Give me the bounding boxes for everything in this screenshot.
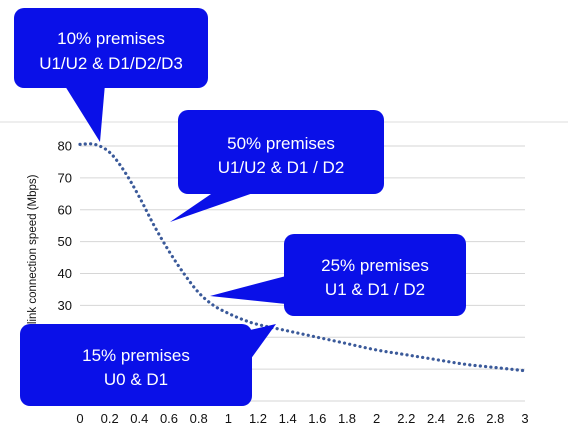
x-tick-label: 1.2 — [249, 411, 267, 426]
callout-pointer — [250, 324, 276, 360]
x-tick-label: 1.8 — [338, 411, 356, 426]
x-tick-label: 0.2 — [101, 411, 119, 426]
y-tick-label: 60 — [58, 202, 72, 217]
callout-background — [20, 324, 252, 406]
series-line — [78, 142, 527, 373]
callout-text: 50% premises — [227, 134, 335, 153]
callout-box: 50% premises U1/U2 & D1 / D2 — [170, 110, 384, 222]
callout-text: U0 & D1 — [104, 370, 168, 389]
y-axis-label: Downlink connection speed (Mbps) — [27, 174, 39, 353]
y-tick-label: 30 — [58, 298, 72, 313]
callout-text: 15% premises — [82, 346, 190, 365]
callouts: 10% premises U1/U2 & D1/D2/D3 50% premises… — [14, 8, 466, 406]
x-tick-label: 2.8 — [486, 411, 504, 426]
x-tick-label: 1.6 — [308, 411, 326, 426]
x-tick-label: 2.4 — [427, 411, 445, 426]
callout-pointer — [65, 84, 105, 142]
x-tick-label: 2.2 — [397, 411, 415, 426]
series-path — [78, 142, 527, 373]
x-axis-ticks: 0 0.2 0.4 0.6 0.8 1 1.2 1.4 1.6 1.8 2 2.2 2.4 2.6 2.8 3 — [76, 411, 528, 426]
callout-pointer — [210, 276, 286, 304]
y-tick-label: 80 — [58, 139, 72, 154]
callout-text: 10% premises — [57, 29, 165, 48]
callout-box: 15% premises U0 & D1 — [20, 324, 276, 406]
x-tick-label: 0.4 — [130, 411, 148, 426]
x-tick-label: 2 — [373, 411, 380, 426]
x-tick-label: 0.8 — [190, 411, 208, 426]
x-tick-label: 0.6 — [160, 411, 178, 426]
callout-box: 25% premises U1 & D1 / D2 — [210, 234, 466, 316]
callout-background — [284, 234, 466, 316]
y-tick-label: 70 — [58, 170, 72, 185]
callout-text: U1 & D1 / D2 — [325, 280, 425, 299]
x-tick-label: 2.6 — [457, 411, 475, 426]
y-tick-label: 40 — [58, 266, 72, 281]
callout-background — [14, 8, 208, 88]
x-tick-label: 0 — [76, 411, 83, 426]
callout-text: U1/U2 & D1 / D2 — [218, 158, 345, 177]
callout-background — [178, 110, 384, 194]
callout-text: 25% premises — [321, 256, 429, 275]
callout-text: U1/U2 & D1/D2/D3 — [39, 54, 183, 73]
x-tick-label: 3 — [521, 411, 528, 426]
y-tick-label: 50 — [58, 234, 72, 249]
x-tick-label: 1.4 — [279, 411, 297, 426]
callout-pointer — [170, 192, 256, 222]
x-tick-label: 1 — [225, 411, 232, 426]
callout-box: 10% premises U1/U2 & D1/D2/D3 — [14, 8, 208, 142]
